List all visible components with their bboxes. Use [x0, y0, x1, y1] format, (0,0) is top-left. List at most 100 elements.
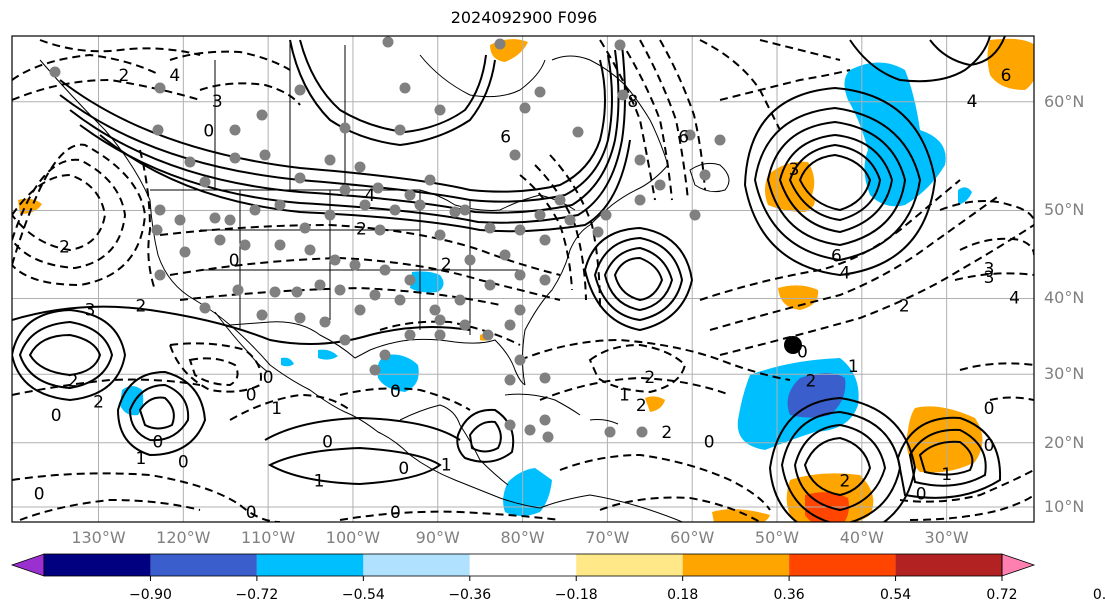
station-dot [414, 199, 426, 211]
station-dot [294, 312, 306, 324]
longitude-label: 50°W [754, 528, 800, 547]
contour-dashed-east-atlantic-1 [959, 237, 1034, 256]
station-dot [514, 304, 526, 316]
shade-strong-negative-atlantic [787, 373, 846, 418]
colorbar-tick-label: −0.54 [341, 587, 385, 603]
contour-label: 0 [203, 122, 214, 142]
station-dot [324, 209, 336, 221]
station-dot [199, 302, 211, 314]
longitude-label: 90°W [415, 528, 460, 547]
border-canada-provinces [214, 40, 346, 190]
contour-dashed-south-3 [339, 510, 561, 521]
station-dot [232, 284, 244, 296]
contour-dashed-east-coast-2 [534, 164, 587, 301]
station-dot [369, 289, 381, 301]
station-dot [256, 309, 268, 321]
station-dot [249, 204, 261, 216]
contour-dashed-south-5 [599, 496, 761, 522]
station-dot [154, 269, 166, 281]
contours-dashed [12, 39, 1034, 522]
coast-cuba [504, 393, 581, 416]
station-dot [274, 239, 286, 251]
station-dot [654, 179, 666, 191]
longitude-label: 100°W [325, 528, 381, 547]
latitude-label: 30°N [1044, 364, 1085, 384]
contour-label: 1 [314, 472, 325, 492]
station-dot [514, 224, 526, 236]
station-dot [519, 102, 531, 114]
station-dot [291, 286, 303, 298]
station-dot [504, 374, 516, 386]
contour-dashed-maritimes-3 [639, 39, 689, 201]
contour-dashed-atlantic-mid-1 [699, 179, 961, 301]
contour-pacific-east-2 [128, 383, 190, 442]
station-dot [604, 426, 616, 438]
station-dot [394, 124, 406, 136]
station-dot [389, 204, 401, 216]
station-dot [224, 214, 236, 226]
contour-ne-atlantic-2 [929, 36, 1006, 67]
station-dot [504, 419, 516, 431]
station-dot [539, 234, 551, 246]
contour-label: 2 [59, 238, 70, 258]
contour-subtropic [12, 305, 471, 345]
contour-label: 0 [322, 433, 333, 453]
contour-caribbean-low-1 [468, 420, 502, 453]
colorbar-segment [895, 554, 1002, 576]
longitude-label: 60°W [670, 528, 715, 547]
station-dot [372, 182, 384, 194]
contour-south-atlantic-4 [768, 396, 917, 522]
contour-dashed-pacific-west-2 [12, 158, 127, 270]
colorbar-tick-label: −0.72 [235, 587, 279, 603]
station-dot [152, 124, 164, 136]
contour-label: 1 [619, 385, 630, 405]
station-dot [564, 214, 576, 226]
station-dot [349, 259, 361, 271]
contour-mexico-south-1 [267, 446, 442, 486]
contour-dashed-labrador-sea-2 [719, 69, 851, 101]
station-dot [382, 36, 394, 48]
contour-label: 4 [967, 92, 978, 112]
station-dot [259, 149, 271, 161]
station-dot [329, 254, 341, 266]
contour-dashed-caribbean-3 [588, 343, 687, 394]
latitude-label: 40°N [1044, 288, 1085, 308]
contour-labrador-1 [788, 143, 882, 222]
shade-positive-east-atlantic [906, 406, 983, 473]
station-dot [459, 319, 471, 331]
station-dot [699, 169, 711, 181]
station-dot [294, 172, 306, 184]
station-dot [274, 199, 286, 211]
colorbar-segment [469, 554, 577, 576]
contour-low-atlantic-4 [583, 226, 694, 332]
contour-labrador-6 [743, 86, 937, 277]
contour-label: 2 [644, 368, 655, 388]
contour-dashed-canada-n2 [199, 82, 301, 106]
longitude-label: 80°W [500, 528, 545, 547]
contour-ne-atlantic [849, 36, 991, 83]
contour-dashed-alaska-1 [12, 53, 161, 81]
contour-dashed-south-4 [559, 453, 771, 511]
latitude-label: 50°N [1044, 200, 1085, 220]
shade-negative-gulf [377, 354, 419, 392]
contour-dashed-east-atlantic-4 [959, 362, 1034, 371]
station-dot [184, 156, 196, 168]
contour-label: 2 [636, 396, 647, 416]
station-dot [324, 154, 336, 166]
contour-dashed-alaska-3 [12, 78, 201, 101]
contour-east-atlantic-3 [896, 416, 1002, 499]
border-us-mexico [229, 321, 371, 359]
colorbar-tick-label: −0.90 [128, 587, 172, 603]
station-dot [494, 38, 506, 50]
contour-label: 3 [984, 268, 995, 288]
station-dot [209, 212, 221, 224]
contour-label: 4 [839, 264, 850, 284]
station-dot [404, 189, 416, 201]
contour-label: 0 [984, 436, 995, 456]
contour-dashed-se-1 [899, 469, 1034, 503]
contour-south-atlantic-2 [793, 423, 887, 512]
contour-jet-2 [59, 54, 613, 203]
longitude-label: 30°W [924, 528, 969, 547]
